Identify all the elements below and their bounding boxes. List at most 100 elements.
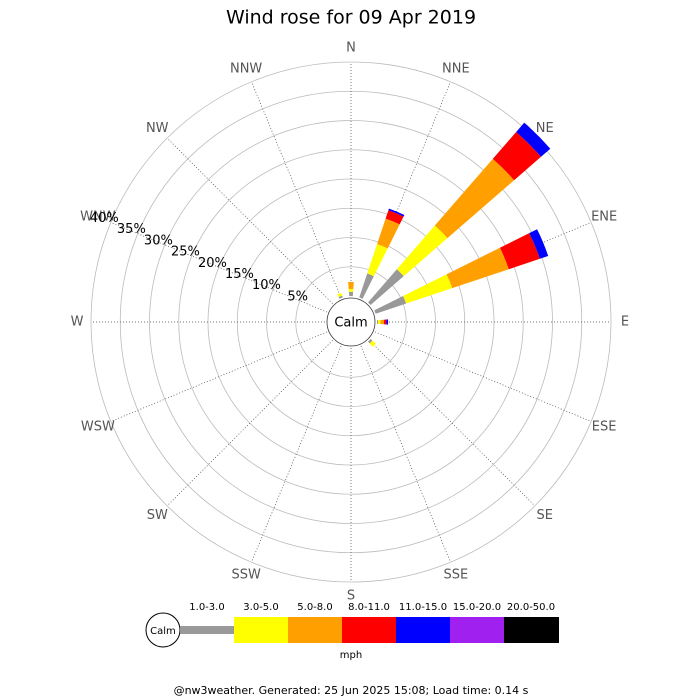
direction-label: SE: [537, 508, 553, 523]
bar-segment: [386, 319, 389, 325]
r-tick-label: 10%: [252, 278, 281, 293]
legend-calm-label: Calm: [150, 626, 176, 637]
bar-segment: [331, 302, 334, 305]
legend-label: 11.0-15.0: [399, 602, 447, 613]
r-tick-label: 30%: [144, 233, 173, 248]
spoke: [110, 222, 328, 313]
grid-ring: [266, 237, 436, 407]
bar-segment: [446, 247, 509, 289]
bar-segment: [388, 208, 405, 217]
spoke: [374, 331, 592, 422]
spoke: [166, 340, 333, 507]
direction-label: NW: [146, 121, 169, 136]
direction-label: NNE: [442, 61, 470, 76]
bar-segment: [359, 273, 374, 299]
legend-label: 5.0-8.0: [297, 602, 332, 613]
r-tick-label: 5%: [287, 289, 308, 304]
bar-segment: [331, 302, 334, 305]
legend-swatch: [342, 617, 397, 643]
legend-label: 15.0-20.0: [453, 602, 501, 613]
r-tick-label: 15%: [225, 267, 254, 282]
spoke: [166, 137, 333, 304]
bar-segment: [383, 319, 387, 325]
chart-title: Wind rose for 09 Apr 2019: [226, 7, 476, 29]
direction-label: S: [347, 589, 355, 604]
bar-segment: [385, 210, 404, 225]
grid-ring: [295, 266, 407, 378]
direction-label: N: [346, 41, 356, 56]
r-tick-label: 40%: [90, 211, 119, 226]
direction-label: WSW: [81, 419, 115, 434]
bar-segment: [331, 302, 334, 305]
legend-swatch: [450, 617, 505, 643]
bar-segment: [380, 319, 385, 325]
spoke: [369, 340, 536, 507]
bar-segment: [396, 225, 448, 277]
direction-label: W: [71, 315, 84, 330]
grid-ring: [178, 149, 524, 495]
legend-swatch: [504, 617, 559, 643]
direction-label: NE: [536, 121, 554, 136]
r-tick-label: 35%: [117, 222, 146, 237]
direction-label: SW: [147, 508, 168, 523]
bar-segment: [377, 218, 400, 249]
bar-segment: [499, 233, 540, 270]
direction-label: WNW: [80, 210, 116, 225]
spoke: [251, 345, 342, 563]
grid-ring: [90, 61, 612, 583]
direction-label: ENE: [591, 210, 617, 225]
bar-segment: [331, 302, 334, 305]
r-tick-label: 25%: [171, 245, 200, 260]
bar-segment: [434, 158, 515, 239]
bar-segment: [368, 269, 404, 305]
bar-segment: [331, 302, 334, 305]
bar-segment: [331, 339, 334, 342]
legend-label: 20.0-50.0: [507, 602, 555, 613]
calm-label: Calm: [334, 316, 367, 331]
legend-swatch: [234, 617, 289, 643]
bar-segment: [376, 320, 379, 324]
bar-segment: [369, 340, 376, 347]
spoke: [251, 81, 342, 299]
bar-segment: [367, 244, 388, 277]
spoke: [360, 345, 451, 563]
direction-label: NNW: [230, 61, 262, 76]
bar-segment: [331, 339, 334, 342]
bar-segment: [331, 339, 334, 342]
legend-swatch: [180, 626, 235, 634]
r-tick-label: 20%: [198, 256, 227, 271]
legend-label: 3.0-5.0: [243, 602, 278, 613]
legend-swatch: [288, 617, 343, 643]
bar-segment: [348, 291, 354, 297]
bar-segment: [403, 274, 453, 304]
grid-ring: [149, 120, 553, 524]
bar-segment: [331, 302, 334, 305]
bar-segment: [331, 339, 334, 342]
calm-circle: [326, 297, 376, 347]
bar-segment: [348, 288, 354, 292]
bar-segment: [368, 339, 373, 344]
bar-segment: [374, 296, 407, 314]
direction-label: E: [621, 315, 629, 330]
bar-segment: [337, 292, 343, 298]
bar-segment: [492, 131, 542, 181]
bar-segment: [378, 319, 381, 325]
bar-segment: [331, 339, 334, 342]
footer: @nw3weather. Generated: 25 Jun 2025 15:0…: [174, 684, 529, 697]
direction-label: SSE: [443, 568, 468, 583]
bar-segment: [331, 339, 334, 342]
bar-segment: [338, 295, 343, 299]
bar-segment: [331, 339, 334, 342]
direction-label: ESE: [592, 419, 617, 434]
direction-label: SSW: [231, 568, 261, 583]
bar-segment: [331, 302, 334, 305]
units-label: mph: [340, 650, 362, 661]
legend-swatch: [396, 617, 451, 643]
legend-label: 1.0-3.0: [189, 602, 224, 613]
bar-segment: [348, 281, 354, 290]
bar-segment: [516, 122, 551, 157]
bar-segment: [529, 229, 549, 259]
legend-label: 8.0-11.0: [348, 602, 390, 613]
spoke: [110, 331, 328, 422]
